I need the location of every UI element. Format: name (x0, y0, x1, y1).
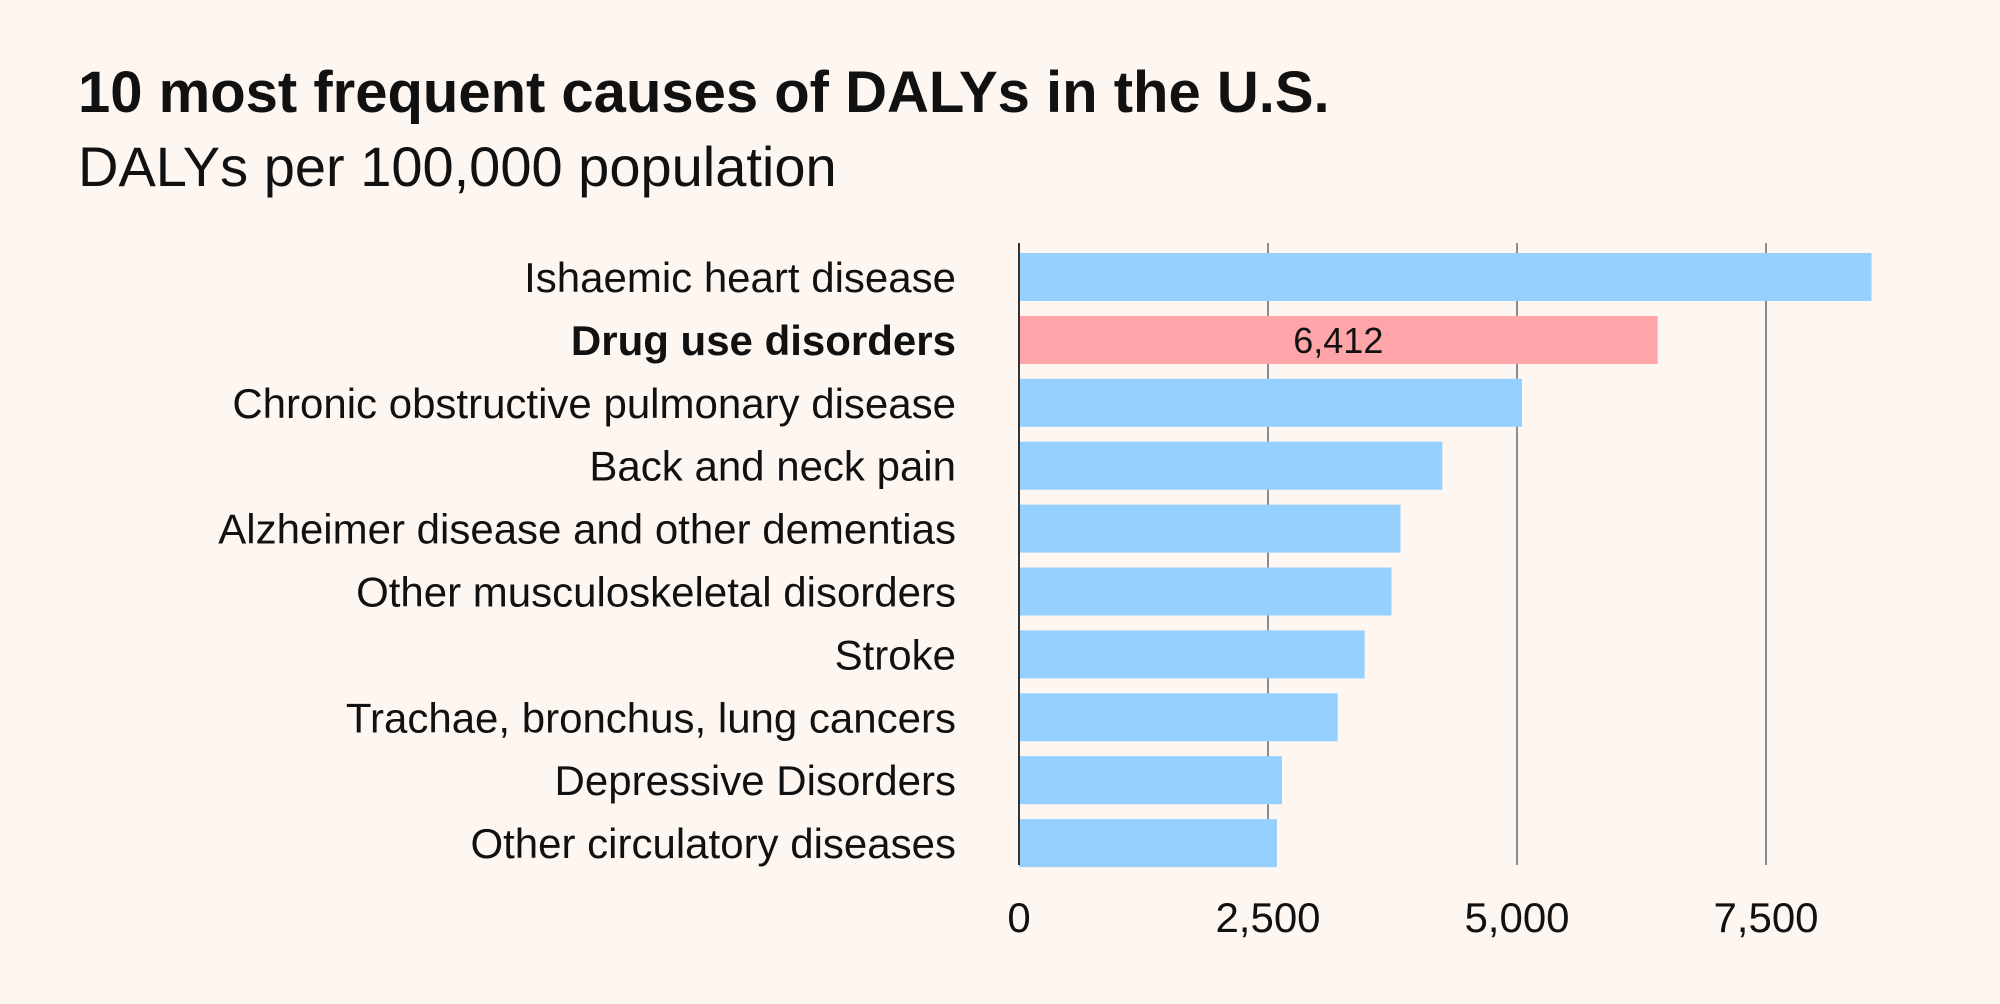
bar-6 (1019, 630, 1365, 679)
x-axis-ticks: 0 2,500 5,000 7,500 (1007, 894, 1818, 941)
bar-3 (1019, 441, 1443, 490)
chart-subtitle: DALYs per 100,000 population (78, 135, 837, 198)
chart-title: 10 most frequent causes of DALYs in the … (78, 60, 1330, 125)
bar-9 (1019, 819, 1277, 868)
x-tick-label-7500: 7,500 (1713, 894, 1818, 941)
category-label-6: Stroke (835, 631, 956, 678)
data-labels: 6,412 (1293, 320, 1383, 361)
x-tick-label-2500: 2,500 (1215, 894, 1320, 941)
bars (1019, 253, 1872, 868)
x-tick-label-5000: 5,000 (1464, 894, 1569, 941)
category-label-5: Other musculoskeletal disorders (356, 569, 956, 616)
category-label-7: Trachae, bronchus, lung cancers (346, 694, 956, 741)
category-label-0: Ishaemic heart disease (524, 254, 956, 301)
category-label-2: Chronic obstructive pulmonary disease (232, 380, 956, 427)
category-label-1: Drug use disorders (571, 317, 956, 364)
category-label-3: Back and neck pain (589, 443, 956, 490)
data-label-1: 6,412 (1293, 320, 1383, 361)
x-tick-label-0: 0 (1007, 894, 1030, 941)
category-labels: Ishaemic heart disease Drug use disorders… (218, 254, 956, 867)
bar-8 (1019, 756, 1282, 805)
bar-1 (1019, 315, 1658, 364)
bar-5 (1019, 567, 1392, 616)
bar-4 (1019, 504, 1401, 553)
bar-7 (1019, 693, 1338, 742)
category-label-4: Alzheimer disease and other dementias (218, 506, 956, 553)
category-label-8: Depressive Disorders (555, 757, 956, 804)
bar-2 (1019, 378, 1522, 427)
bar-0 (1019, 253, 1872, 301)
category-label-9: Other circulatory diseases (470, 820, 956, 867)
